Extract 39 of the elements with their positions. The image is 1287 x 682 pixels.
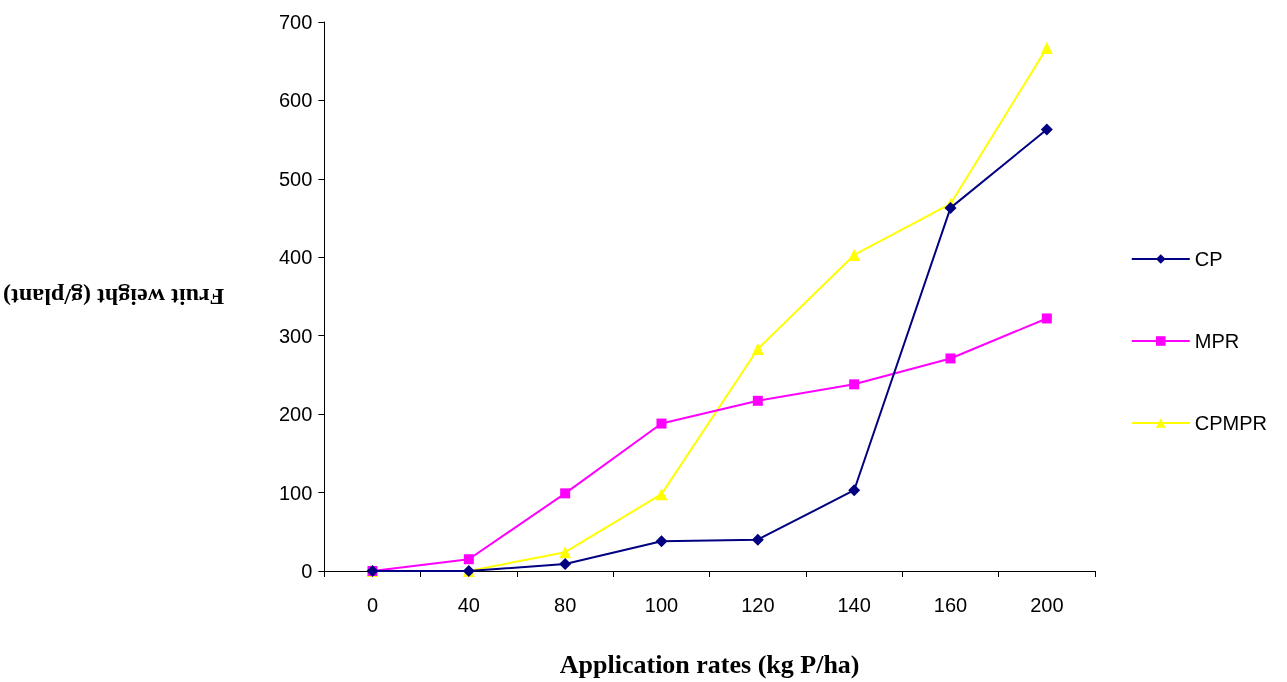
point [1040, 41, 1053, 54]
point [1040, 123, 1053, 136]
y-tick-label: 100 [278, 481, 313, 504]
y-tick-label: 300 [278, 324, 313, 347]
x-tick-label: 120 [741, 594, 775, 616]
point [849, 379, 860, 390]
y-tick-label: 700 [278, 11, 313, 33]
y-tick-label: 200 [278, 403, 313, 426]
point [655, 488, 668, 501]
point [752, 395, 763, 406]
x-tick-label: 40 [457, 594, 480, 616]
point [559, 546, 572, 559]
y-tick-label: 400 [278, 246, 313, 269]
x-tick-label: 140 [837, 594, 871, 616]
x-axis-title: Application rates (kg P/ha) [559, 649, 860, 679]
point [559, 557, 572, 570]
point [945, 353, 956, 364]
y-tick-label: 500 [278, 167, 313, 190]
point [751, 343, 764, 356]
x-tick-label: 100 [644, 594, 679, 616]
x-tick-label: 0 [366, 594, 379, 616]
point [655, 535, 668, 548]
point [1041, 313, 1052, 324]
x-tick-label: 160 [933, 594, 968, 616]
legend-label: CPMPR [1194, 412, 1268, 434]
point [463, 554, 474, 565]
y-axis-title: Fruit weight (g/plant) [2, 283, 225, 310]
legend-label: MPR [1194, 330, 1240, 352]
x-tick-label: 200 [1030, 594, 1064, 616]
y-tick-label: 0 [301, 560, 313, 582]
point [656, 418, 667, 429]
x-tick-label: 80 [554, 594, 577, 616]
point [751, 533, 764, 546]
point [560, 488, 571, 499]
point [848, 484, 861, 497]
point [944, 201, 957, 214]
y-tick-label: 600 [278, 89, 313, 112]
point [848, 248, 861, 261]
legend-label: CP [1194, 248, 1223, 270]
